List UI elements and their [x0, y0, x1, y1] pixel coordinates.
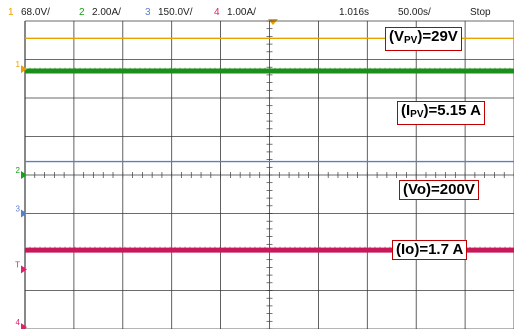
- channel-3-marker-arrow: [21, 209, 27, 218]
- channel-1-marker: 1: [16, 60, 27, 74]
- channel-1-scale: 68.0V/: [21, 7, 50, 18]
- timebase: 50.00s/: [398, 7, 431, 18]
- channel-1-number: 1: [8, 7, 14, 18]
- channel-T-marker-label: T: [15, 260, 20, 269]
- channel-4-number: 4: [214, 7, 220, 18]
- acquisition-status: Stop: [470, 7, 491, 18]
- channel-T-marker-arrow: [21, 265, 27, 274]
- channel-4-marker: 4: [16, 318, 27, 329]
- channel-3-number: 3: [145, 7, 151, 18]
- trigger-position-marker: [268, 19, 278, 25]
- header-bar: 1 68.0V/ 2 2.00A/ 3 150.0V/ 4 1.00A/ 1.0…: [8, 7, 491, 18]
- channel-3-scale: 150.0V/: [158, 7, 193, 18]
- channel-2-scale: 2.00A/: [92, 7, 121, 18]
- channel-1-marker-label: 1: [16, 60, 21, 69]
- channel-T-marker: T: [15, 260, 27, 274]
- channel-1-marker-arrow: [21, 65, 27, 74]
- time-offset: 1.016s: [339, 7, 369, 18]
- io-annotation: (Io)=1.7 A: [392, 240, 468, 260]
- channel-2-marker: 2: [16, 166, 27, 179]
- vpv-annotation: (VPV)=29V: [385, 27, 462, 51]
- ipv-annotation: (IPV)=5.15 A: [397, 101, 485, 125]
- channel-4-marker-arrow: [21, 323, 27, 329]
- channel-2-number: 2: [79, 7, 85, 18]
- channel-4-marker-label: 4: [16, 318, 21, 327]
- channel-3-marker: 3: [16, 205, 27, 218]
- channel-2-marker-label: 2: [16, 166, 21, 175]
- vo-annotation: (Vo)=200V: [399, 180, 479, 200]
- channel-4-scale: 1.00A/: [227, 7, 256, 18]
- channel-3-marker-label: 3: [16, 205, 21, 214]
- channel-markers: 1 2 3 T 4: [15, 60, 27, 329]
- channel-2-marker-arrow: [21, 171, 27, 179]
